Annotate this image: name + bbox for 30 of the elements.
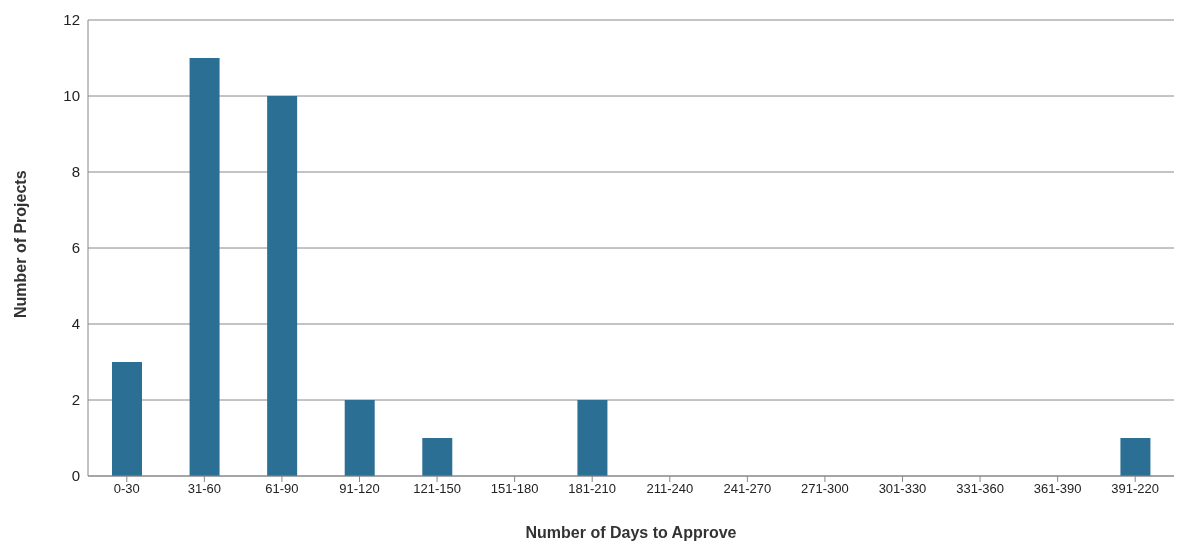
x-tick-label: 361-390 bbox=[1033, 481, 1082, 497]
bar bbox=[267, 96, 298, 476]
bar bbox=[577, 400, 608, 476]
y-tick-label: 0 bbox=[71, 467, 80, 485]
x-axis-title: Number of Days to Approve bbox=[525, 524, 737, 541]
x-tick-label: 211-240 bbox=[646, 481, 694, 497]
x-tick-label: 151-180 bbox=[490, 481, 539, 497]
bar bbox=[189, 58, 220, 476]
x-tick-label: 271-300 bbox=[801, 481, 849, 497]
y-tick-label: 10 bbox=[63, 87, 80, 105]
y-tick-label: 4 bbox=[71, 315, 80, 333]
x-tick-label: 241-270 bbox=[723, 481, 772, 497]
x-tick-label: 181-210 bbox=[568, 481, 617, 497]
y-tick-label: 2 bbox=[71, 391, 80, 409]
x-tick-label: 391-220 bbox=[1111, 481, 1160, 497]
x-tick-label: 0-30 bbox=[113, 481, 140, 497]
bar bbox=[422, 438, 453, 476]
y-tick-label: 12 bbox=[63, 11, 80, 29]
x-tick-label: 121-150 bbox=[413, 481, 461, 497]
y-tick-label: 6 bbox=[71, 239, 80, 257]
x-tick-label: 331-360 bbox=[956, 481, 1004, 497]
y-tick-label: 8 bbox=[71, 163, 80, 181]
x-tick-label: 61-90 bbox=[265, 481, 299, 497]
y-axis-title: Number of Projects bbox=[11, 170, 29, 318]
x-tick-label: 301-330 bbox=[878, 481, 927, 497]
bar bbox=[112, 362, 142, 476]
bar bbox=[344, 400, 375, 476]
x-tick-label: 91-120 bbox=[339, 481, 380, 497]
x-tick-label: 31-60 bbox=[187, 481, 221, 497]
bar bbox=[1120, 438, 1151, 476]
